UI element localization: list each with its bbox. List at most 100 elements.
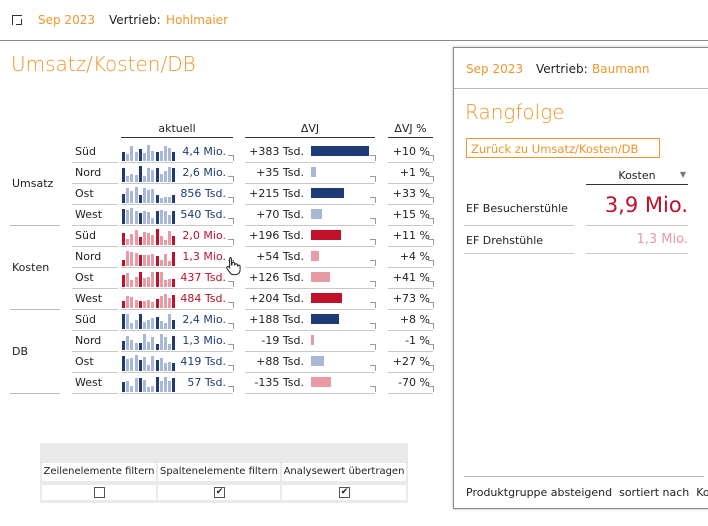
aktuell-value[interactable]: 2,0 Mio. (182, 229, 226, 242)
row-label[interactable]: Nord (75, 166, 102, 179)
sparkline[interactable] (122, 291, 178, 308)
drill-icon[interactable] (428, 155, 434, 161)
dvj-value[interactable]: +188 Tsd. (249, 313, 304, 326)
aktuell-value[interactable]: 1,3 Mio. (182, 250, 226, 263)
drill-icon[interactable] (428, 218, 434, 224)
row-label[interactable]: Nord (75, 250, 102, 263)
filter-columns-checkbox[interactable]: ✔ (214, 487, 225, 498)
dvjpct-value[interactable]: +15 % (392, 208, 430, 221)
drill-icon[interactable] (370, 155, 376, 161)
sparkline[interactable] (122, 270, 178, 287)
dvjpct-value[interactable]: +8 % (399, 313, 430, 326)
drill-icon[interactable] (370, 176, 376, 182)
panel-row-name[interactable]: EF Besucherstühle (466, 202, 568, 215)
sparkline[interactable] (122, 333, 178, 350)
row-label[interactable]: Nord (75, 334, 102, 347)
drill-icon[interactable] (228, 302, 234, 308)
column-header-dvj[interactable]: ΔVJ (245, 122, 375, 138)
drill-icon[interactable] (428, 344, 434, 350)
panel-row-name[interactable]: EF Drehstühle (466, 234, 544, 247)
drill-icon[interactable] (370, 197, 376, 203)
sparkline[interactable] (122, 375, 178, 392)
dvjpct-value[interactable]: +4 % (399, 250, 430, 263)
row-label[interactable]: Ost (75, 271, 94, 284)
aktuell-value[interactable]: 1,3 Mio. (182, 334, 226, 347)
dvjpct-value[interactable]: +11 % (392, 229, 430, 242)
row-label[interactable]: West (75, 208, 103, 221)
row-label[interactable]: Süd (75, 313, 96, 326)
filter-rows-checkbox[interactable] (94, 487, 105, 498)
drill-icon[interactable] (428, 176, 434, 182)
dvj-value[interactable]: +88 Tsd. (256, 355, 304, 368)
drill-icon[interactable] (228, 281, 234, 287)
drill-icon[interactable] (428, 281, 434, 287)
aktuell-value[interactable]: 856 Tsd. (180, 187, 226, 200)
dvjpct-value[interactable]: +41 % (392, 271, 430, 284)
row-label[interactable]: Ost (75, 355, 94, 368)
row-label[interactable]: Süd (75, 145, 96, 158)
dvj-value[interactable]: +70 Tsd. (256, 208, 304, 221)
collapse-icon[interactable] (12, 15, 22, 25)
drill-icon[interactable] (370, 281, 376, 287)
drill-icon[interactable] (228, 155, 234, 161)
row-label[interactable]: Ost (75, 187, 94, 200)
panel-person[interactable]: Baumann (592, 62, 650, 76)
drill-icon[interactable] (228, 344, 234, 350)
aktuell-value[interactable]: 419 Tsd. (180, 355, 226, 368)
dvjpct-value[interactable]: +33 % (392, 187, 430, 200)
dvj-value[interactable]: +126 Tsd. (249, 271, 304, 284)
dvj-value[interactable]: +196 Tsd. (249, 229, 304, 242)
aktuell-value[interactable]: 2,6 Mio. (182, 166, 226, 179)
aktuell-value[interactable]: 2,4 Mio. (182, 313, 226, 326)
drill-icon[interactable] (428, 197, 434, 203)
column-header-dvjpct[interactable]: ΔVJ % (388, 122, 433, 138)
sparkline[interactable] (122, 144, 178, 161)
header-period[interactable]: Sep 2023 (38, 13, 95, 27)
sparkline[interactable] (122, 165, 178, 182)
dvj-value[interactable]: +35 Tsd. (256, 166, 304, 179)
aktuell-value[interactable]: 484 Tsd. (180, 292, 226, 305)
drill-icon[interactable] (370, 218, 376, 224)
back-button[interactable]: Zurück zu Umsatz/Kosten/DB (466, 138, 660, 158)
drill-icon[interactable] (370, 239, 376, 245)
aktuell-value[interactable]: 540 Tsd. (180, 208, 226, 221)
drill-icon[interactable] (370, 365, 376, 371)
sparkline[interactable] (122, 312, 178, 329)
drill-icon[interactable] (370, 260, 376, 266)
drill-icon[interactable] (228, 365, 234, 371)
drill-icon[interactable] (228, 323, 234, 329)
column-header-aktuell[interactable]: aktuell (121, 122, 233, 138)
row-label[interactable]: Süd (75, 229, 96, 242)
panel-column-header[interactable]: Kosten ▼ (586, 169, 688, 185)
drill-icon[interactable] (370, 386, 376, 392)
dvjpct-value[interactable]: +73 % (392, 292, 430, 305)
dvjpct-value[interactable]: -70 % (398, 376, 430, 389)
dvj-value[interactable]: +204 Tsd. (249, 292, 304, 305)
drill-icon[interactable] (370, 323, 376, 329)
dvjpct-value[interactable]: -1 % (405, 334, 430, 347)
drill-icon[interactable] (428, 323, 434, 329)
drill-icon[interactable] (370, 302, 376, 308)
drill-icon[interactable] (428, 239, 434, 245)
sparkline[interactable] (122, 228, 178, 245)
header-person[interactable]: Hohlmaier (166, 13, 228, 27)
transfer-value-checkbox[interactable]: ✔ (339, 487, 350, 498)
sparkline[interactable] (122, 249, 178, 266)
drill-icon[interactable] (428, 386, 434, 392)
drill-icon[interactable] (228, 218, 234, 224)
aktuell-value[interactable]: 4,4 Mio. (182, 145, 226, 158)
drill-icon[interactable] (228, 239, 234, 245)
aktuell-value[interactable]: 57 Tsd. (187, 376, 226, 389)
dvjpct-value[interactable]: +27 % (392, 355, 430, 368)
aktuell-value[interactable]: 437 Tsd. (180, 271, 226, 284)
dvj-value[interactable]: +215 Tsd. (249, 187, 304, 200)
sparkline[interactable] (122, 354, 178, 371)
drill-icon[interactable] (228, 386, 234, 392)
dvjpct-value[interactable]: +10 % (392, 145, 430, 158)
drill-icon[interactable] (428, 260, 434, 266)
dvj-value[interactable]: +54 Tsd. (256, 250, 304, 263)
sort-desc-icon[interactable]: ▼ (679, 170, 686, 179)
dvjpct-value[interactable]: +1 % (399, 166, 430, 179)
row-label[interactable]: West (75, 292, 103, 305)
dvj-value[interactable]: +383 Tsd. (249, 145, 304, 158)
